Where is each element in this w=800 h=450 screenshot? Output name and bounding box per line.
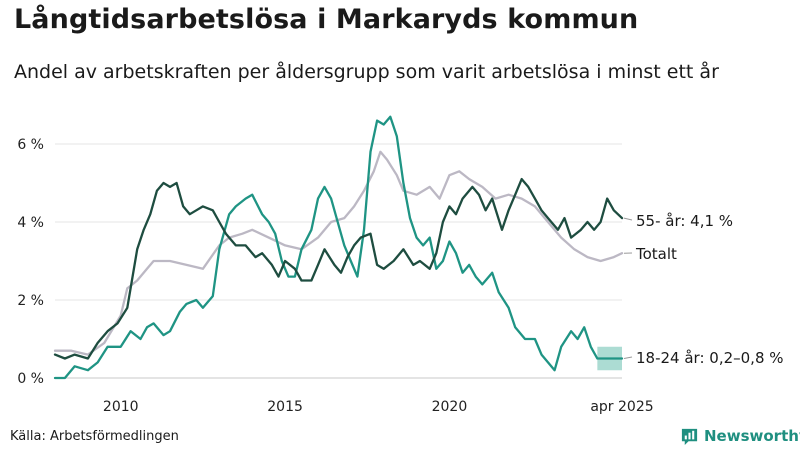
chart-subtitle: Andel av arbetskraften per åldersgrupp s… <box>14 61 719 83</box>
x-axis-ticks: 2010 2015 2020 apr 2025 <box>103 399 654 415</box>
series-line-1 <box>53 150 624 356</box>
y-tick-label: 0 % <box>17 371 44 387</box>
end-label-leader <box>623 356 633 359</box>
brand-name: Newsworthy <box>704 427 800 445</box>
x-tick-label: 2010 <box>103 399 139 415</box>
x-tick-label: 2015 <box>267 399 303 415</box>
y-tick-label: 4 % <box>17 215 44 231</box>
end-label: Totalt <box>635 245 677 263</box>
line-chart: 0 % 2 % 4 % 6 % 2010 2015 2020 apr 2025 55- år… <box>17 115 784 415</box>
end-label-leader <box>623 217 633 221</box>
y-axis-ticks: 0 % 2 % 4 % 6 % <box>17 137 44 387</box>
grid-lines <box>55 143 622 379</box>
brand-logo: Newsworthy <box>680 425 800 447</box>
bar-chart-speech-icon <box>681 428 698 445</box>
x-tick-label: apr 2025 <box>590 399 653 415</box>
series-lines <box>53 115 624 380</box>
y-tick-label: 2 % <box>17 293 44 309</box>
end-label: 55- år: 4,1 % <box>636 212 733 230</box>
source-note: Källa: Arbetsförmedlingen <box>10 429 179 444</box>
y-tick-label: 6 % <box>17 137 44 153</box>
series-line-0 <box>53 177 624 360</box>
end-labels: 55- år: 4,1 % Totalt 18-24 år: 0,2–0,8 % <box>623 212 784 367</box>
end-label: 18-24 år: 0,2–0,8 % <box>636 349 784 367</box>
series-line-2 <box>53 115 624 380</box>
x-tick-label: 2020 <box>432 399 468 415</box>
chart-title: Långtidsarbetslösa i Markaryds kommun <box>14 4 639 35</box>
